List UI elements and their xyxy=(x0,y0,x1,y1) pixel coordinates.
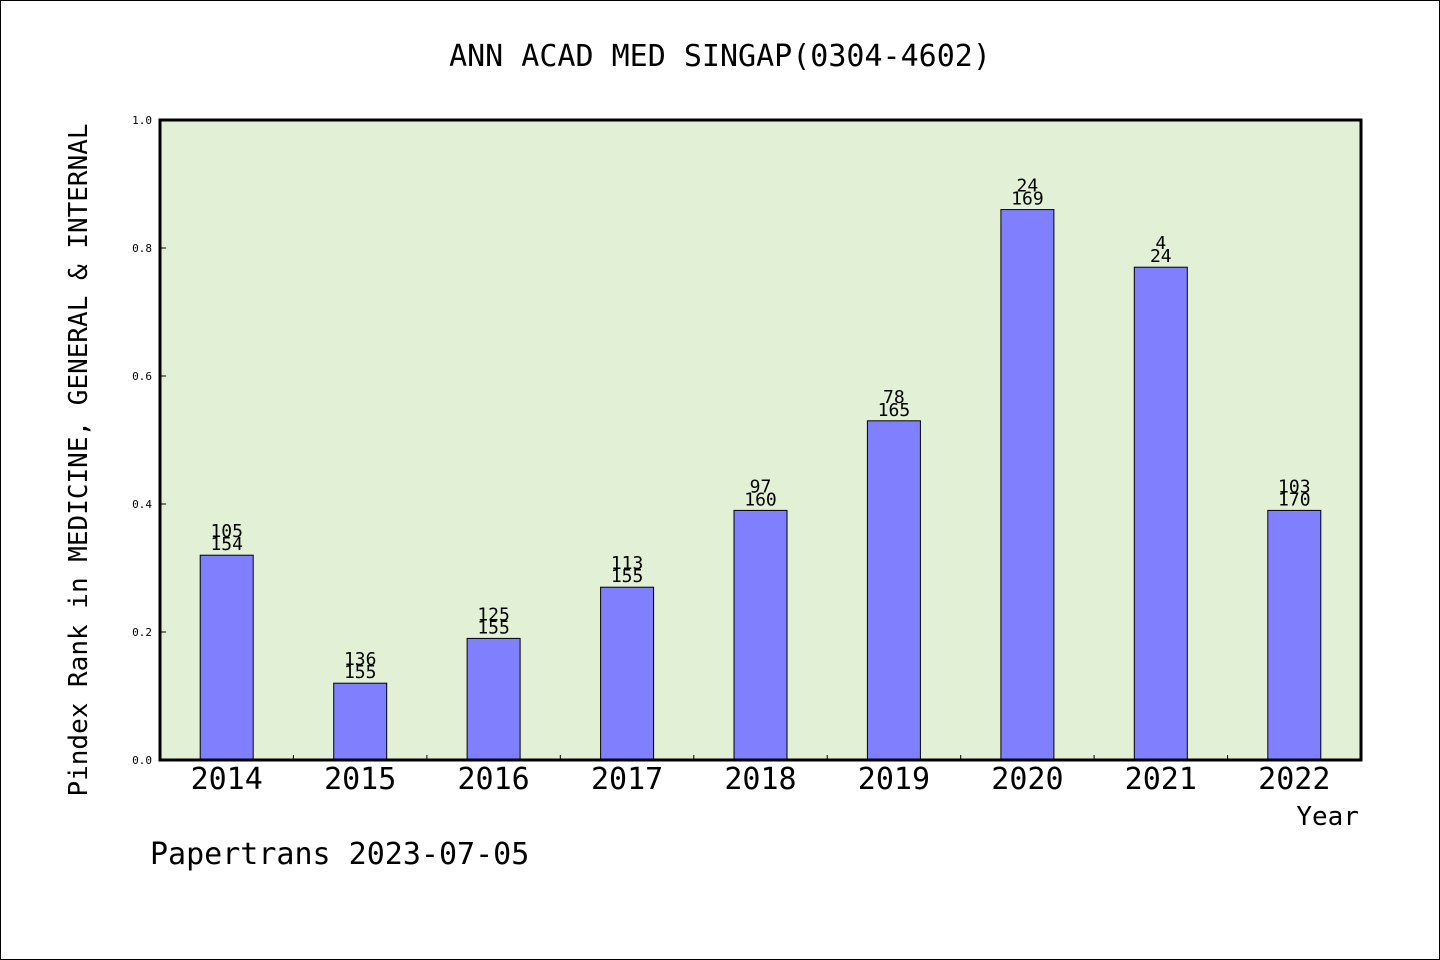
bar-label-top-2020: 24 xyxy=(1017,176,1039,197)
x-tick-label-2018: 2018 xyxy=(724,762,796,797)
y-tick-label: 0.4 xyxy=(132,498,152,511)
bar-label-top-2017: 113 xyxy=(611,553,644,574)
bar-label-top-2018: 97 xyxy=(750,476,772,497)
bar-label-top-2022: 103 xyxy=(1278,476,1311,497)
bar-2018 xyxy=(733,509,788,761)
x-tick-label-2016: 2016 xyxy=(457,762,529,797)
bar-2020 xyxy=(1000,209,1055,761)
y-tick-label: 0.0 xyxy=(132,754,152,767)
x-tick-label-2014: 2014 xyxy=(191,762,263,797)
bar-2019 xyxy=(866,420,921,761)
y-tick-label: 0.6 xyxy=(132,370,152,383)
bar-2021 xyxy=(1133,266,1188,761)
plot-border xyxy=(158,118,1363,762)
bar-2015 xyxy=(333,682,388,761)
x-tick-label-2021: 2021 xyxy=(1125,762,1197,797)
bar-label-bottom-2021: 24 xyxy=(1150,246,1172,267)
bar-label-bottom-2015: 155 xyxy=(344,662,377,683)
bar-label-top-2014: 105 xyxy=(210,521,243,542)
x-tick-label-2015: 2015 xyxy=(324,762,396,797)
y-axis-label: Pindex Rank in MEDICINE, GENERAL & INTER… xyxy=(64,123,94,796)
footer-credit: Papertrans 2023-07-05 xyxy=(150,837,529,872)
x-tick-label-2017: 2017 xyxy=(591,762,663,797)
bar-2017 xyxy=(600,586,655,761)
bar-2014 xyxy=(199,554,254,761)
bar-label-bottom-2022: 170 xyxy=(1278,489,1311,510)
bar-label-top-2021: 4 xyxy=(1155,233,1166,254)
bar-labels-group: 1051541361551251551131559716078165241694… xyxy=(210,176,1310,684)
bar-label-top-2015: 136 xyxy=(344,649,377,670)
bar-label-bottom-2017: 155 xyxy=(611,566,644,587)
x-axis: 2014 2015 2016 2017 2018 2019 2020 2021 2022 xyxy=(191,755,1330,797)
bar-2022 xyxy=(1267,509,1322,761)
bar-label-bottom-2020: 169 xyxy=(1011,189,1044,210)
x-tick-label-2020: 2020 xyxy=(991,762,1063,797)
bar-label-bottom-2018: 160 xyxy=(744,489,777,510)
chart-title: ANN ACAD MED SINGAP(0304-4602) xyxy=(449,39,991,74)
bar-2016 xyxy=(466,637,521,761)
y-axis: 0.0 0.2 0.4 0.6 0.8 1.0 xyxy=(132,114,166,767)
bar-label-bottom-2019: 165 xyxy=(878,400,911,421)
x-tick-label-2022: 2022 xyxy=(1258,762,1330,797)
bar-label-top-2016: 125 xyxy=(477,604,510,625)
bar-label-bottom-2014: 154 xyxy=(210,534,243,555)
y-tick-label: 0.2 xyxy=(132,626,152,639)
y-tick-label: 0.8 xyxy=(132,242,152,255)
x-tick-label-2019: 2019 xyxy=(858,762,930,797)
bar-label-top-2019: 78 xyxy=(883,387,905,408)
x-axis-label: Year xyxy=(1296,802,1359,832)
bars-group xyxy=(199,209,1322,761)
y-tick-label: 1.0 xyxy=(132,114,152,127)
bar-label-bottom-2016: 155 xyxy=(477,617,510,638)
